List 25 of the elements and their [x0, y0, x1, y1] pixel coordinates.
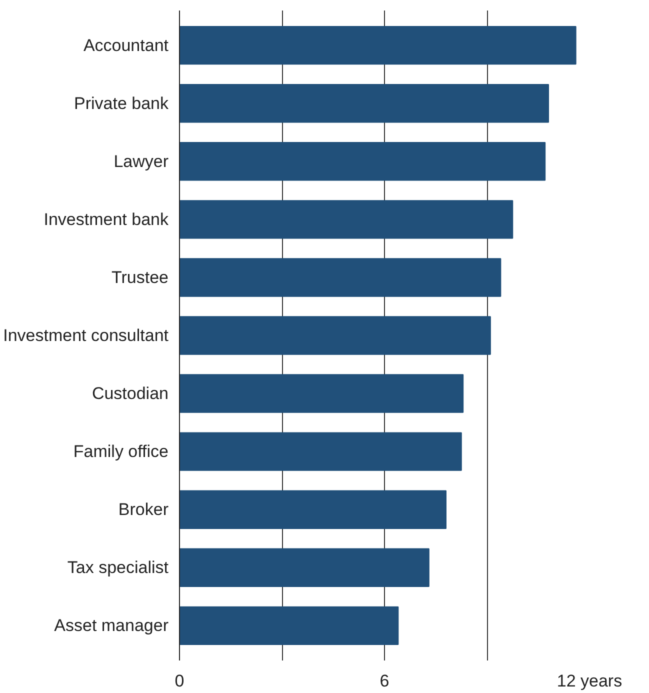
y-tick-label: Investment consultant [3, 326, 169, 345]
bar [180, 606, 399, 646]
bar [180, 432, 462, 471]
y-tick-label: Family office [73, 442, 169, 462]
bar [180, 258, 502, 297]
bar [180, 84, 549, 123]
y-tick-label: Accountant [83, 36, 169, 55]
y-tick-label: Trustee [112, 268, 169, 287]
y-tick-label: Broker [118, 500, 169, 520]
bar [180, 374, 464, 413]
bar [180, 26, 576, 65]
x-tick-label: 6 [380, 672, 390, 690]
bar [180, 142, 546, 181]
bar [180, 548, 430, 588]
y-tick-label: Asset manager [54, 616, 169, 636]
y-tick-label: Investment bank [44, 210, 169, 229]
y-tick-label: Private bank [74, 94, 169, 113]
y-tick-label: Tax specialist [67, 558, 169, 578]
bar [180, 200, 514, 239]
bar [180, 490, 446, 529]
x-tick-label: 0 [174, 672, 184, 690]
y-tick-label: Custodian [92, 384, 169, 404]
bar [180, 316, 491, 355]
y-tick-label: Lawyer [114, 152, 169, 171]
x-tick-label: 12 years [556, 672, 622, 690]
